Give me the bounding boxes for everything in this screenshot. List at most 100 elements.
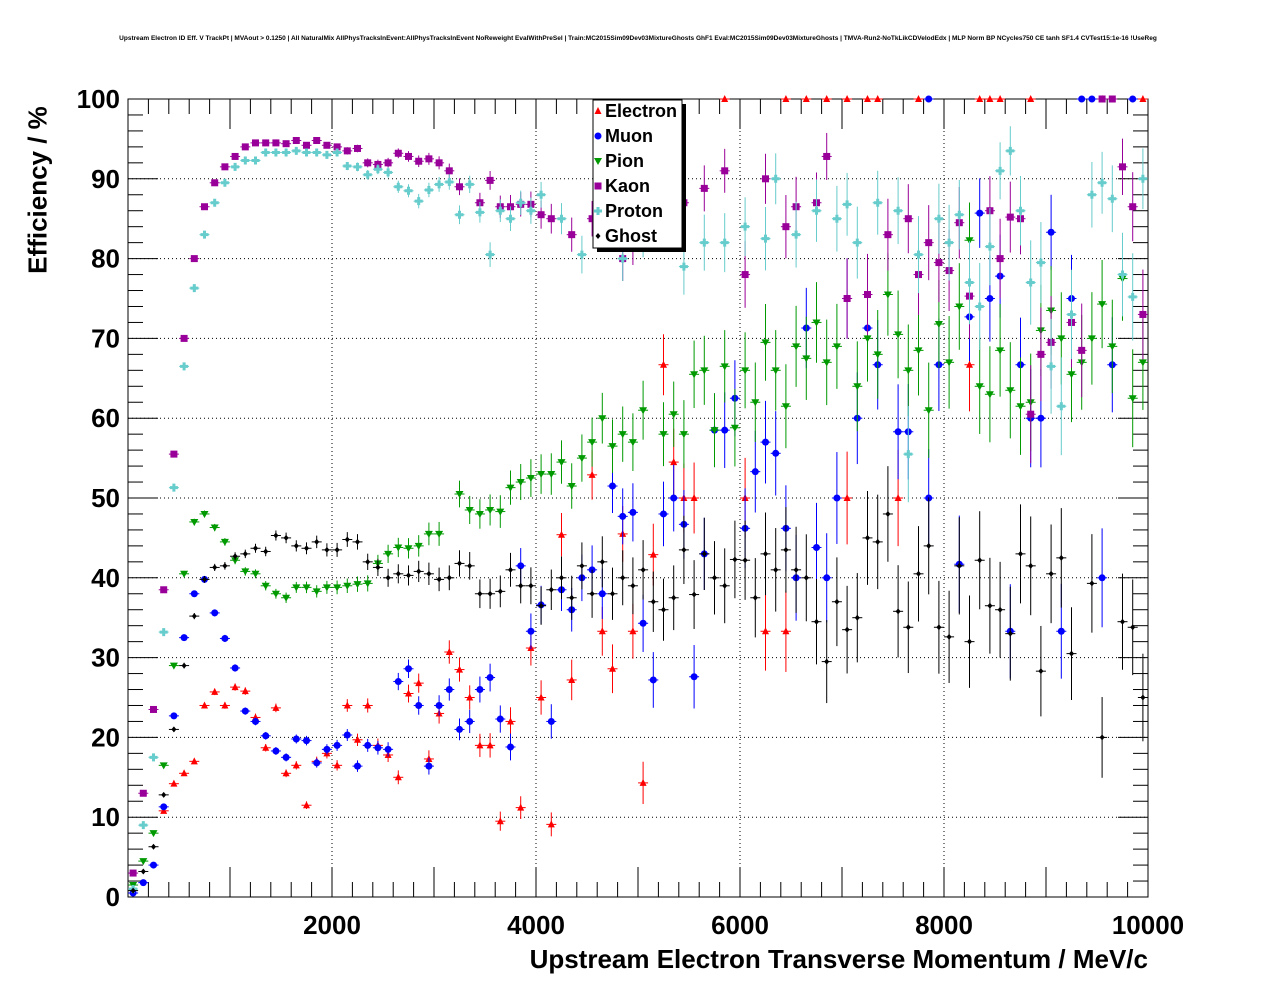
marker-cross — [975, 302, 984, 311]
data-point — [158, 628, 169, 637]
marker-square — [282, 140, 290, 148]
data-point — [311, 758, 322, 768]
marker-cross — [180, 362, 189, 371]
data-point — [179, 570, 190, 578]
marker-circle — [609, 482, 616, 490]
data-point — [352, 760, 363, 772]
marker-diamond — [824, 658, 830, 665]
data-point — [964, 240, 975, 325]
data-point — [301, 801, 312, 810]
data-point — [842, 258, 853, 339]
marker-triangle-down — [1057, 335, 1066, 343]
marker-square — [1006, 213, 1014, 221]
data-point — [383, 568, 394, 587]
data-point — [403, 184, 414, 198]
data-point — [230, 664, 241, 672]
data-point — [801, 95, 812, 102]
y-tick-label: 90 — [91, 164, 120, 194]
data-point — [291, 734, 302, 744]
marker-square — [252, 139, 259, 147]
marker-diamond — [1048, 570, 1054, 577]
marker-triangle-down — [934, 321, 943, 329]
data-point — [240, 707, 251, 715]
marker-cross — [292, 146, 301, 155]
data-point — [587, 417, 598, 467]
marker-cross — [363, 170, 372, 179]
y-axis-label: Efficiency / % — [22, 106, 53, 274]
marker-triangle-up — [507, 717, 514, 725]
marker-triangle-down — [761, 339, 770, 347]
data-point — [260, 581, 271, 591]
data-point — [158, 791, 169, 798]
data-point — [1127, 95, 1138, 103]
marker-square — [864, 291, 871, 299]
marker-triangle-down — [200, 510, 209, 518]
data-point — [974, 338, 985, 434]
data-point — [362, 575, 373, 592]
marker-circle — [772, 449, 780, 457]
marker-triangle-up — [639, 778, 647, 786]
data-point — [872, 310, 883, 399]
data-point — [230, 152, 241, 160]
data-point — [383, 544, 394, 563]
data-point — [1015, 175, 1026, 246]
marker-triangle-down — [251, 570, 260, 578]
marker-diamond — [242, 550, 248, 557]
x-tick-label: 8000 — [915, 910, 973, 940]
data-point — [525, 613, 536, 650]
marker-circle — [394, 678, 402, 686]
data-point — [393, 537, 404, 558]
marker-diamond — [1028, 562, 1034, 569]
marker-diamond — [548, 586, 554, 593]
marker-triangle-down — [333, 584, 342, 592]
marker-square — [547, 215, 555, 223]
data-point — [770, 330, 781, 411]
data-point — [393, 180, 404, 193]
data-point — [566, 463, 577, 509]
marker-square — [333, 143, 341, 151]
marker-triangle-down — [883, 291, 892, 299]
marker-square — [323, 141, 331, 149]
marker-triangle-down — [996, 347, 1005, 355]
marker-cross — [1057, 402, 1066, 411]
data-point — [454, 178, 465, 196]
marker-cross — [322, 150, 331, 159]
data-point — [821, 620, 832, 704]
marker-square — [1078, 346, 1086, 354]
marker-cross — [384, 168, 393, 177]
data-point — [709, 393, 720, 468]
marker-circle — [425, 762, 433, 770]
data-point — [454, 718, 465, 741]
data-point — [372, 164, 383, 175]
data-point — [546, 812, 557, 837]
marker-circle — [292, 735, 300, 743]
marker-circle — [211, 609, 219, 617]
marker-circle — [139, 879, 147, 887]
data-point — [1097, 151, 1108, 214]
marker-diamond — [528, 582, 534, 589]
marker-circle — [1047, 228, 1055, 236]
marker-triangle-up — [843, 494, 851, 501]
data-point — [597, 392, 608, 444]
marker-circle — [986, 295, 994, 302]
marker-diamond — [273, 532, 279, 539]
marker-diamond — [610, 590, 615, 597]
data-point — [984, 557, 995, 654]
data-point — [750, 558, 761, 638]
data-point — [464, 685, 475, 710]
marker-cross — [741, 222, 750, 231]
series-ghost — [128, 466, 1148, 894]
data-point — [1046, 318, 1057, 414]
data-point — [209, 563, 220, 572]
data-point — [403, 565, 414, 586]
marker-triangle-down — [832, 343, 841, 351]
data-point — [689, 462, 700, 534]
data-point — [699, 517, 710, 590]
marker-triangle-up — [292, 761, 300, 769]
data-point — [474, 499, 485, 529]
marker-triangle-down — [486, 506, 495, 514]
data-point — [485, 733, 496, 758]
data-point — [954, 517, 965, 615]
data-point — [1127, 253, 1138, 341]
data-point — [209, 523, 220, 532]
